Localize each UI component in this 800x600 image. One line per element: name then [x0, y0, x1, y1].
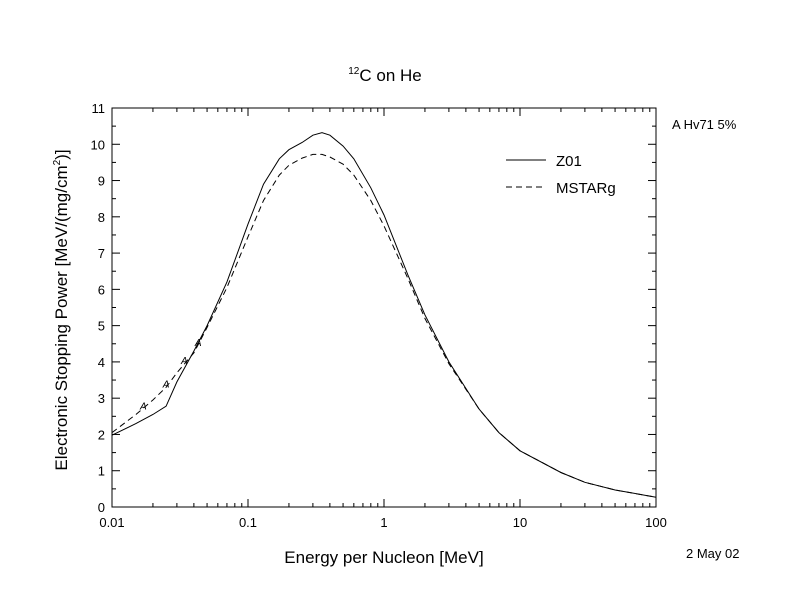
x-tick-label: 0.01: [99, 515, 124, 530]
series-group: [111, 132, 657, 498]
x-tick-label: 1: [380, 515, 387, 530]
y-axis-label-superscript: 2: [52, 159, 63, 166]
y-axis-label-before: Electronic Stopping Power [MeV/(mg/cm: [52, 165, 71, 471]
series-line-mstarg: [111, 153, 657, 498]
marker-a: A: [139, 401, 147, 412]
y-tick-label: 6: [98, 282, 105, 297]
x-tick-label: 100: [645, 515, 667, 530]
chart-title: 12C on He: [0, 66, 770, 86]
title-text: C on He: [359, 66, 422, 85]
legend: Z01 MSTARg: [506, 153, 616, 197]
y-tick-label: 1: [98, 464, 105, 479]
y-tick-label: 0: [98, 500, 105, 515]
x-axis-label: Energy per Nucleon [MeV]: [284, 548, 484, 567]
y-tick-label: 4: [98, 355, 105, 370]
side-note: A Hv71 5%: [672, 117, 737, 132]
y-tick-label: 2: [98, 427, 105, 442]
legend-label-z01: Z01: [556, 153, 582, 170]
axis-tick-labels: 0.01 0.1 1 10 100 0 1 2 3 4 5 6 7 8 9 10 11: [91, 101, 667, 530]
y-axis-label-after: )]: [52, 149, 71, 160]
y-tick-label: 10: [91, 137, 105, 152]
y-axis-label: Electronic Stopping Power [MeV/(mg/cm2)]: [52, 149, 72, 470]
legend-label-mstarg: MSTARg: [556, 180, 616, 197]
y-tick-label: 9: [98, 174, 105, 189]
marker-a: A: [180, 356, 188, 367]
date-note: 2 May 02: [686, 546, 740, 561]
y-tick-label: 8: [98, 210, 105, 225]
x-tick-label: 10: [513, 515, 527, 530]
y-tick-label: 3: [98, 391, 105, 406]
y-tick-label: 11: [92, 101, 106, 116]
marker-a: A: [194, 338, 202, 349]
marker-a: A: [162, 380, 170, 391]
x-tick-label: 0.1: [239, 515, 257, 530]
title-superscript: 12: [348, 66, 360, 77]
y-tick-label: 7: [98, 246, 105, 261]
y-tick-label: 5: [98, 319, 105, 334]
